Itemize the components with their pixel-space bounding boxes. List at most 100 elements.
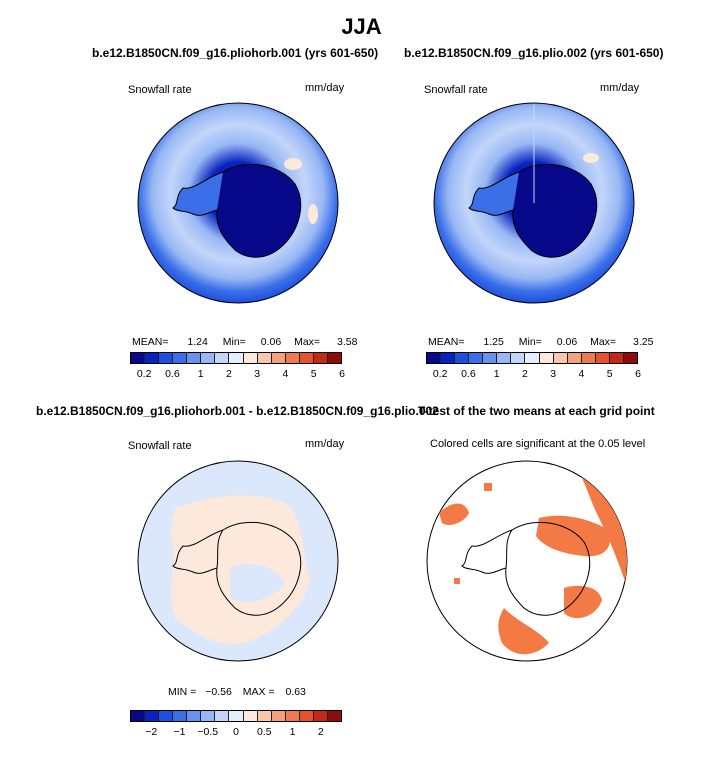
panel2-min-label: Min=: [518, 336, 542, 348]
panel3-colorbar-swatch: [201, 711, 216, 721]
panel2-mean-value: 1.25: [483, 336, 504, 348]
panel1-colorbar-swatch: [271, 353, 286, 363]
panel1-mean-value: 1.24: [187, 336, 208, 348]
panel1-colorbar-tick-label: 6: [339, 368, 345, 380]
panel2-colorbar-tick-label: 4: [578, 368, 585, 380]
panel3-colorbar-swatch: [159, 711, 174, 721]
panel3-colorbar-swatch: [327, 711, 341, 721]
panel2-max-label: Max=: [590, 336, 617, 348]
panel3-variable-label: Snowfall rate: [128, 440, 192, 452]
panel1-colorbar-swatch: [159, 353, 174, 363]
panel3-colorbar-swatch: [187, 711, 202, 721]
panel2-colorbar-swatch: [539, 353, 554, 363]
panel3-colorbar-swatch: [313, 711, 328, 721]
panel1-title: b.e12.B1850CN.f09_g16.pliohorb.001 (yrs …: [92, 46, 379, 60]
panel3-colorbar-swatch: [271, 711, 286, 721]
panel1-colorbar-tick-label: 0.6: [165, 368, 180, 380]
panel1-colorbar-tick-label: 1: [197, 368, 204, 380]
panel1-colorbar-swatch: [187, 353, 202, 363]
panel2-colorbar-tick-label: 1: [493, 368, 500, 380]
panel3-colorbar-tick-label: −1: [173, 726, 186, 738]
panel1-colorbar-swatch: [243, 353, 258, 363]
panel3-colorbar-tick-label: 0.5: [256, 726, 272, 738]
panel3-colorbar-swatch: [229, 711, 244, 721]
panel2-colorbar-swatch: [609, 353, 624, 363]
panel3-colorbar-swatch: [243, 711, 258, 721]
panel3-colorbar-swatch: [299, 711, 314, 721]
panel1-colorbar-ticks: 0.2 0.6 1 2 3 4 5 6: [130, 368, 345, 382]
panel1-max-value: 3.58: [336, 336, 358, 348]
panel1-max-label: Max=: [294, 336, 321, 348]
panel1-colorbar-swatch: [257, 353, 272, 363]
panel2-colorbar-tick-label: 0.6: [461, 368, 476, 380]
panel3-max-label: MAX =: [242, 686, 275, 698]
panel2-units-label: mm/day: [600, 82, 640, 94]
panel3-colorbar-ticks: −2 −1 −0.5 0 0.5 1 2: [130, 726, 342, 740]
panel3-colorbar-swatch: [257, 711, 272, 721]
panel2-stats: MEAN= 1.25 Min= 0.06 Max= 3.25: [428, 336, 653, 348]
panel2-colorbar-swatch: [483, 353, 498, 363]
panel2-colorbar-swatch: [427, 353, 442, 363]
panel1-colorbar-swatch: [145, 353, 160, 363]
panel2-colorbar-swatch: [623, 353, 637, 363]
panel2-colorbar-swatch: [595, 353, 610, 363]
panel1-min-label: Min=: [222, 336, 246, 348]
panel3-title: b.e12.B1850CN.f09_g16.pliohorb.001 - b.e…: [36, 404, 439, 418]
panel1-colorbar-tick-label: 4: [282, 368, 289, 380]
panel2-variable-label: Snowfall rate: [424, 84, 488, 96]
panel2-colorbar: [426, 352, 638, 364]
panel1-min-value: 0.06: [260, 336, 282, 348]
panel3-colorbar-swatch: [285, 711, 300, 721]
panel3-colorbar-tick-label: −2: [145, 726, 158, 738]
panel2-colorbar-swatch: [455, 353, 470, 363]
panel4-subtitle: Colored cells are significant at the 0.0…: [430, 438, 646, 450]
panel3-min-label: MIN =: [168, 686, 197, 698]
panel1-map: [137, 102, 339, 304]
panel2-colorbar-swatch: [441, 353, 456, 363]
panel1-colorbar-tick-label: 5: [310, 368, 317, 380]
panel3-colorbar-swatch: [215, 711, 230, 721]
panel1-colorbar-tick-label: 3: [254, 368, 261, 380]
panel3-colorbar-swatch: [173, 711, 188, 721]
panel1-colorbar-tick-label: 2: [226, 368, 232, 380]
panel1-colorbar-tick-label: 0.2: [136, 368, 152, 380]
panel2-colorbar-tick-label: 3: [550, 368, 557, 380]
panel1-stats: MEAN= 1.24 Min= 0.06 Max= 3.58: [132, 336, 357, 348]
panel2-colorbar-tick-label: 0.2: [432, 368, 448, 380]
panel2-mean-label: MEAN=: [428, 336, 465, 348]
panel2-colorbar-swatch: [581, 353, 596, 363]
panel4-map: [426, 460, 628, 662]
panel4-title: T-test of the two means at each grid poi…: [418, 404, 655, 418]
panel2-colorbar-tick-label: 6: [635, 368, 641, 380]
main-title: JJA: [341, 14, 382, 39]
panel3-colorbar: [130, 710, 342, 722]
panel2-colorbar-ticks: 0.2 0.6 1 2 3 4 5 6: [426, 368, 641, 382]
panel1-colorbar-swatch: [313, 353, 328, 363]
panel2-colorbar-swatch: [567, 353, 582, 363]
panel1-variable-label: Snowfall rate: [128, 84, 192, 96]
panel2-colorbar-swatch: [469, 353, 484, 363]
panel1-units-label: mm/day: [305, 82, 345, 94]
panel2-map: [433, 102, 635, 304]
panel3-colorbar-tick-label: 1: [289, 726, 296, 738]
panel1-colorbar-swatch: [299, 353, 314, 363]
panel3-map: [137, 460, 339, 662]
panel1-colorbar: [130, 352, 342, 364]
panel2-colorbar-swatch: [497, 353, 512, 363]
panel3-colorbar-swatch: [131, 711, 146, 721]
panel3-max-value: 0.63: [285, 686, 306, 698]
panel1-colorbar-swatch: [201, 353, 216, 363]
panel2-colorbar-tick-label: 2: [522, 368, 528, 380]
panel3-min-value: −0.56: [205, 686, 232, 698]
panel2-colorbar-tick-label: 5: [606, 368, 613, 380]
panel1-colorbar-swatch: [327, 353, 341, 363]
panel2-max-value: 3.25: [632, 336, 654, 348]
panel1-colorbar-swatch: [173, 353, 188, 363]
panel1-colorbar-swatch: [215, 353, 230, 363]
panel3-units-label: mm/day: [305, 438, 345, 450]
panel3-colorbar-tick-label: −0.5: [197, 726, 219, 738]
panel3-colorbar-tick-label: 0: [233, 726, 239, 738]
panel2-title: b.e12.B1850CN.f09_g16.plio.002 (yrs 601-…: [404, 46, 664, 60]
panel2-colorbar-swatch: [511, 353, 526, 363]
panel2-colorbar-swatch: [525, 353, 540, 363]
